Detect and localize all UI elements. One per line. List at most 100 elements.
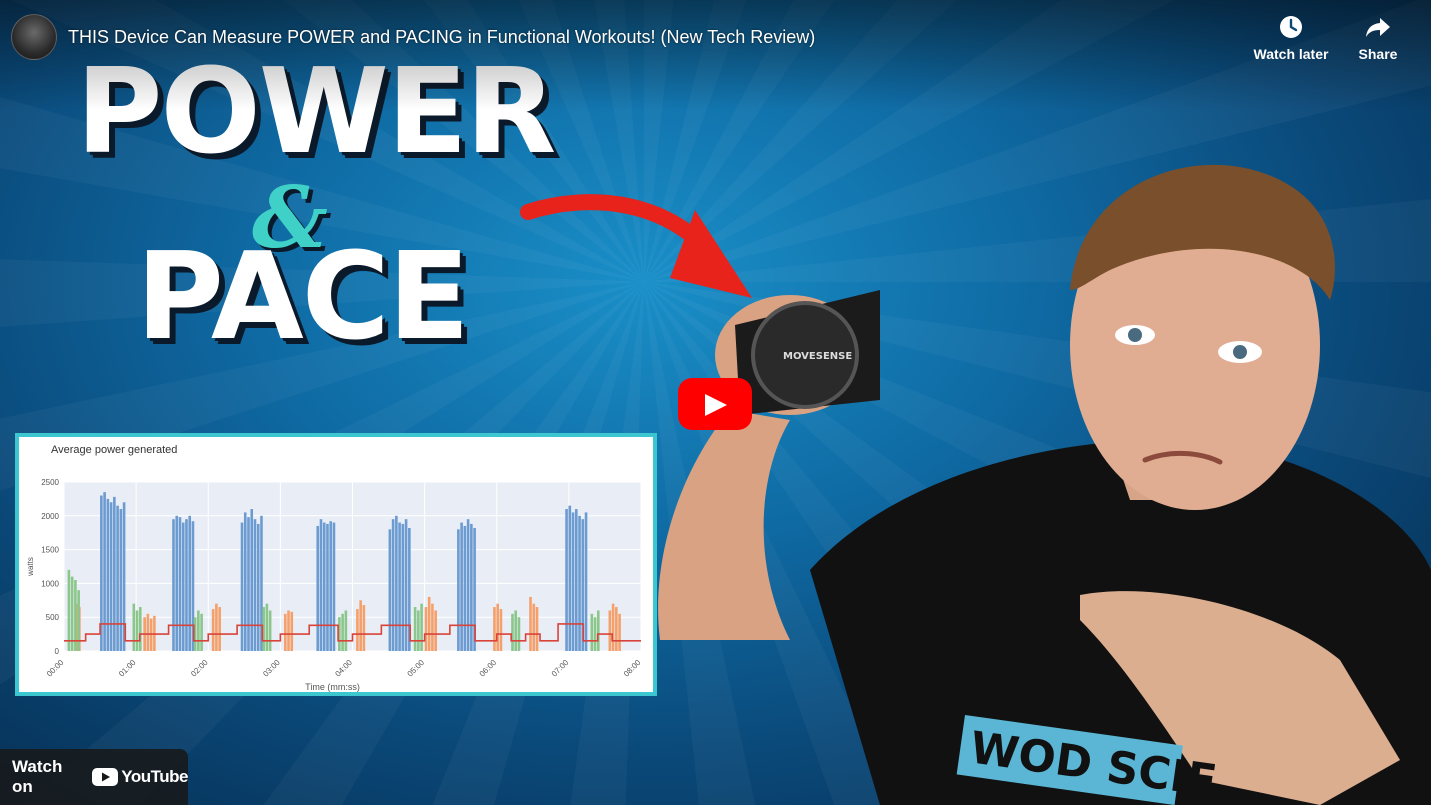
chart-bar: [457, 529, 460, 651]
chart-bar: [256, 523, 260, 651]
chart-bar: [581, 519, 585, 651]
chart-bar: [597, 610, 600, 651]
presenter-head: [1070, 180, 1320, 510]
chart-bar: [139, 607, 142, 651]
chart-bar: [470, 523, 473, 651]
video-title[interactable]: THIS Device Can Measure POWER and PACING…: [68, 27, 816, 47]
chart-bar: [211, 609, 215, 651]
raised-arm: [658, 410, 790, 640]
chart-x-tick-label: 06:00: [478, 658, 499, 679]
chart-bar: [74, 580, 77, 651]
chart-bar: [262, 607, 265, 651]
chart-bar: [499, 609, 503, 651]
chart-bar: [514, 610, 518, 651]
chart-x-tick-label: 03:00: [261, 658, 282, 679]
chart-bar: [413, 607, 417, 651]
chart-bar: [135, 610, 139, 651]
chart-bar: [575, 509, 578, 651]
chart-y-tick-label: 0: [55, 647, 60, 656]
chart-bar: [70, 576, 74, 651]
chart-bar: [329, 521, 333, 651]
chart-bar: [197, 610, 200, 651]
chart-bar: [341, 613, 344, 651]
channel-avatar[interactable]: [11, 14, 57, 60]
youtube-wordmark: YouTube: [121, 767, 188, 786]
chart-bar: [260, 515, 263, 651]
chart-bar: [568, 505, 572, 651]
chart-bar: [250, 509, 254, 651]
chart-bar: [67, 569, 71, 651]
chart-bar: [532, 603, 536, 651]
watch-on-label: Watch on: [12, 757, 63, 796]
chart-bar: [611, 603, 615, 651]
chart-bar: [571, 512, 575, 651]
share-arrow-icon: [1366, 18, 1390, 37]
chart-bar: [424, 607, 428, 651]
chart-bar: [529, 596, 532, 651]
chart-bar: [122, 502, 126, 651]
chart-pace-line: [64, 623, 641, 642]
chart-bar: [132, 603, 136, 651]
chart-bar: [175, 515, 179, 651]
chart-bar: [185, 519, 188, 651]
chart-bar: [106, 498, 110, 651]
chart-x-tick-label: 07:00: [550, 658, 571, 679]
chart-bar: [344, 610, 348, 651]
headline-ampersand: &: [252, 168, 328, 267]
chart-y-tick-label: 2500: [41, 478, 59, 487]
presenter-illustration: MOVESENSE WOD SCIE: [658, 164, 1431, 805]
power-chart-card: Average power generated 0 500 1000 1500 2000…: [15, 433, 657, 696]
chart-bar: [100, 495, 103, 651]
chart-bar: [420, 603, 423, 651]
chart-bar: [408, 527, 411, 651]
chart-bar: [113, 496, 116, 651]
chart-bar: [172, 519, 175, 651]
chart-bar: [316, 525, 320, 651]
chart-bar: [493, 607, 496, 651]
chart-bar: [287, 610, 290, 651]
chart-bar: [338, 617, 341, 651]
chart-y-tick-label: 500: [46, 613, 60, 622]
chart-bar: [463, 525, 467, 651]
watch-on-youtube-button[interactable]: Watch on YouTube: [0, 749, 188, 805]
chart-bar: [593, 617, 597, 651]
chart-bar: [119, 509, 123, 651]
chart-bar: [362, 605, 366, 651]
play-button[interactable]: [678, 378, 752, 430]
device-brand-label: MOVESENSE: [783, 351, 852, 362]
chart-bar: [188, 515, 192, 651]
youtube-logo: YouTube: [92, 767, 188, 787]
chart-bar: [283, 613, 287, 651]
chart-bar: [466, 519, 470, 651]
chart-bar: [427, 596, 431, 651]
chart-bar: [473, 527, 476, 651]
watch-later-button[interactable]: Watch later: [1248, 14, 1334, 64]
chart-bar: [535, 607, 539, 651]
top-shade: [0, 0, 1431, 110]
chart-bar: [388, 529, 392, 651]
clock-icon: [1280, 16, 1302, 38]
chart-x-tick-label: 01:00: [117, 658, 138, 679]
chart-bar: [608, 610, 612, 651]
chart-bar: [265, 603, 269, 651]
headline-pace: PACE: [136, 228, 470, 367]
chart-x-tick-label: 08:00: [622, 658, 643, 679]
chart-bar: [395, 515, 398, 651]
chart-bar: [319, 519, 323, 651]
chart-bar: [590, 613, 594, 651]
chart-bar: [200, 613, 203, 651]
chart-x-tick-label: 04:00: [333, 658, 354, 679]
chart-bar: [431, 603, 434, 651]
power-chart: 0 500 1000 1500 2000 2500 00:00 01:00 02:00 03:00…: [26, 478, 643, 692]
chart-bar: [578, 515, 581, 651]
chart-x-tick-label: 00:00: [45, 658, 66, 679]
chart-bar: [178, 517, 182, 651]
chart-bar: [77, 590, 80, 651]
share-button[interactable]: Share: [1352, 14, 1404, 64]
chart-bar: [615, 607, 618, 651]
chart-bar: [496, 603, 499, 651]
chart-x-tick-label: 02:00: [189, 658, 210, 679]
chart-bar: [398, 522, 401, 651]
chart-bar: [193, 617, 197, 651]
